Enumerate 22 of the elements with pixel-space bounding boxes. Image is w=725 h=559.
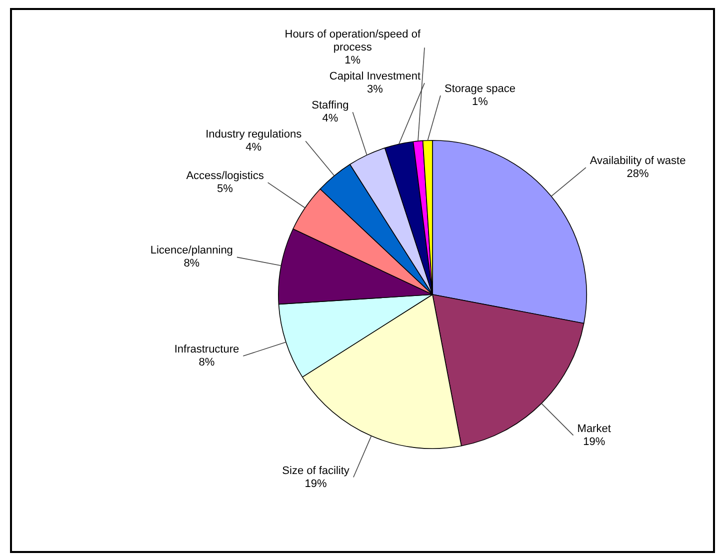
data-label: 1% — [472, 96, 488, 108]
data-label: 5% — [217, 183, 234, 196]
slice-label: Size of facility — [282, 464, 350, 477]
slice-label: Licence/planning — [150, 244, 233, 257]
data-label: 8% — [184, 258, 200, 270]
data-label: 4% — [246, 142, 262, 154]
slice-label: Availability of waste — [590, 155, 686, 168]
slice-label: Staffing — [312, 100, 349, 112]
data-label: 19% — [583, 436, 606, 448]
data-label: 4% — [322, 112, 338, 125]
data-label: 28% — [626, 168, 650, 180]
data-label: 1% — [344, 54, 361, 67]
slice-label: Access/logistics — [186, 170, 264, 182]
slice-label: Market — [577, 422, 611, 435]
data-label: 19% — [304, 478, 328, 490]
slice-label: Capital Investment — [329, 70, 421, 83]
slice-label: Storage space — [444, 83, 516, 96]
slice-label: Hours of operation/speed of process — [284, 28, 422, 54]
slice-label: Infrastructure — [174, 344, 240, 356]
data-label: 8% — [198, 356, 215, 369]
slice-label: Industry regulations — [206, 128, 302, 141]
data-label: 3% — [366, 84, 384, 96]
